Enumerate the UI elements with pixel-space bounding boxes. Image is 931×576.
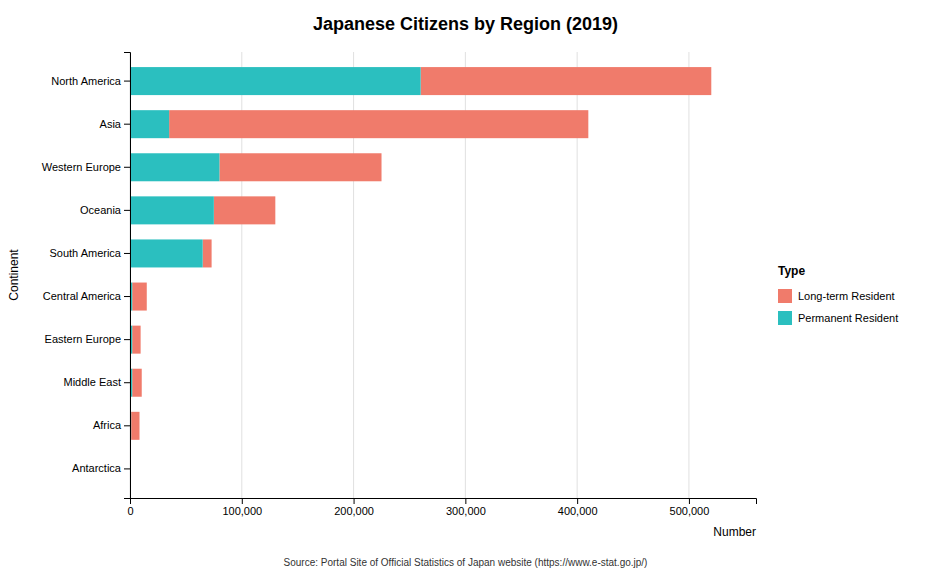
grid-line <box>688 52 689 498</box>
bar <box>130 110 169 138</box>
legend-title: Type <box>778 264 805 278</box>
tick-label: North America <box>51 75 122 87</box>
tick: 100,000 <box>222 498 262 517</box>
bar <box>132 283 147 311</box>
tick: 0 <box>127 498 133 517</box>
x-axis: 0 100,000 200,000 300,000 400,000 500,000 <box>127 498 756 517</box>
legend-swatch <box>778 289 792 303</box>
legend-label: Permanent Resident <box>798 312 898 324</box>
tick: Eastern Europe <box>45 333 130 345</box>
tick: 300,000 <box>446 498 486 517</box>
chart: 0 100,000 200,000 300,000 400,000 500,000 Nort… <box>0 0 931 576</box>
tick-mark <box>124 382 130 383</box>
legend-label: Long-term Resident <box>798 290 895 302</box>
tick: North America <box>51 75 130 87</box>
tick-mark <box>124 339 130 340</box>
y-axis: North America Asia Western Europe Oceania So… <box>42 53 131 499</box>
legend: Type Long-term Resident Permanent Resident <box>778 264 898 325</box>
bar <box>203 239 212 267</box>
tick-mark <box>124 167 130 168</box>
plot: 0 100,000 200,000 300,000 400,000 500,000 Nort… <box>7 52 757 539</box>
tick: Oceania <box>80 204 130 216</box>
tick: 200,000 <box>334 498 374 517</box>
axis-line <box>131 499 757 505</box>
tick-label: South America <box>49 247 121 259</box>
tick-label: 0 <box>127 505 133 517</box>
title: Japanese Citizens by Region (2019) <box>313 14 618 34</box>
tick: 500,000 <box>670 498 710 517</box>
tick-label: Western Europe <box>42 161 121 173</box>
tick-label: 200,000 <box>334 505 374 517</box>
tick-mark <box>242 498 243 504</box>
tick-mark <box>124 296 130 297</box>
bar <box>132 369 142 397</box>
series <box>130 67 421 440</box>
tick-mark <box>124 468 130 469</box>
y-axis-title: Continent <box>7 249 21 301</box>
tick-mark <box>124 210 130 211</box>
bar <box>130 239 203 267</box>
bar <box>131 412 139 440</box>
bar <box>214 196 275 224</box>
tick-label: Middle East <box>64 376 121 388</box>
tick: Western Europe <box>42 161 130 173</box>
tick-label: Asia <box>100 118 122 130</box>
tick-label: Eastern Europe <box>45 333 121 345</box>
bars <box>130 67 711 440</box>
tick-label: Antarctica <box>72 462 122 474</box>
legend-swatch <box>778 311 792 325</box>
annotation: Source: Portal Site of Official Statisti… <box>284 557 648 568</box>
tick-mark <box>124 124 130 125</box>
tick-mark <box>577 498 578 504</box>
bar <box>132 326 140 354</box>
bar <box>169 110 588 138</box>
tick-label: 300,000 <box>446 505 486 517</box>
tick: Antarctica <box>72 462 130 474</box>
x-axis-title: Number <box>713 525 756 539</box>
tick: Africa <box>93 419 130 431</box>
tick: Central America <box>43 290 130 302</box>
tick-mark <box>465 498 466 504</box>
tick: 400,000 <box>558 498 598 517</box>
tick-label: 100,000 <box>222 505 262 517</box>
tick: Middle East <box>64 376 130 388</box>
bar <box>219 153 381 181</box>
series <box>131 67 711 440</box>
tick-mark <box>124 425 130 426</box>
legend-item: Long-term Resident <box>778 289 895 303</box>
tick-mark <box>689 498 690 504</box>
axis-line <box>124 53 131 499</box>
tick-label: Oceania <box>80 204 122 216</box>
bar <box>130 153 219 181</box>
grid <box>130 52 689 498</box>
tick-mark <box>124 253 130 254</box>
tick-mark <box>354 498 355 504</box>
tick: Asia <box>100 118 130 130</box>
tick: South America <box>49 247 130 259</box>
bar <box>421 67 712 95</box>
tick-label: Central America <box>43 290 122 302</box>
tick-mark <box>124 81 130 82</box>
bar <box>130 196 214 224</box>
bar <box>130 67 421 95</box>
tick-label: Africa <box>93 419 122 431</box>
legend-item: Permanent Resident <box>778 311 898 325</box>
tick-label: 500,000 <box>670 505 710 517</box>
tick-label: 400,000 <box>558 505 598 517</box>
